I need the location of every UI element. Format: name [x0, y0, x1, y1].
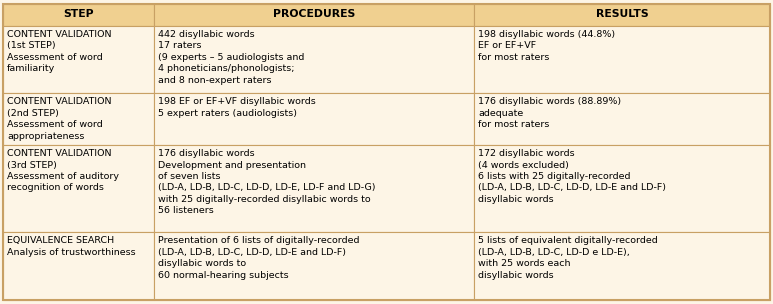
Text: STEP: STEP [63, 9, 94, 19]
Bar [3, 145, 154, 232]
Text: 442 disyllabic words
17 raters
(9 experts – 5 audiologists and
4 phoneticians/ph: 442 disyllabic words 17 raters (9 expert… [158, 30, 305, 85]
Text: CONTENT VALIDATION
(3rd STEP)
Assessment of auditory
recognition of words: CONTENT VALIDATION (3rd STEP) Assessment… [7, 149, 119, 192]
Text: 176 disyllabic words (88.89%)
adequate
for most raters: 176 disyllabic words (88.89%) adequate f… [478, 98, 621, 130]
Text: Presentation of 6 lists of digitally-recorded
(LD-A, LD-B, LD-C, LD-D, LD-E and : Presentation of 6 lists of digitally-rec… [158, 237, 359, 280]
Text: 176 disyllabic words
Development and presentation
of seven lists
(LD-A, LD-B, LD: 176 disyllabic words Development and pre… [158, 149, 376, 215]
Text: CONTENT VALIDATION
(1st STEP)
Assessment of word
familiarity: CONTENT VALIDATION (1st STEP) Assessment… [7, 30, 111, 73]
Bar [154, 232, 475, 300]
Text: 198 disyllabic words (44.8%)
EF or EF+VF
for most raters: 198 disyllabic words (44.8%) EF or EF+VF… [478, 30, 615, 62]
Bar [3, 232, 154, 300]
Text: EQUIVALENCE SEARCH
Analysis of trustworthiness: EQUIVALENCE SEARCH Analysis of trustwort… [7, 237, 135, 257]
Text: CONTENT VALIDATION
(2nd STEP)
Assessment of word
appropriateness: CONTENT VALIDATION (2nd STEP) Assessment… [7, 98, 111, 141]
Bar [3, 93, 154, 145]
Bar [154, 26, 475, 93]
Bar [475, 232, 770, 300]
Bar [475, 26, 770, 93]
Text: RESULTS: RESULTS [596, 9, 649, 19]
Text: 198 EF or EF+VF disyllabic words
5 expert raters (audiologists): 198 EF or EF+VF disyllabic words 5 exper… [158, 98, 315, 118]
Text: 5 lists of equivalent digitally-recorded
(LD-A, LD-B, LD-C, LD-D e LD-E),
with 2: 5 lists of equivalent digitally-recorded… [478, 237, 658, 280]
Bar [475, 4, 770, 26]
Bar [154, 93, 475, 145]
Bar [475, 93, 770, 145]
Text: 172 disyllabic words
(4 words excluded)
6 lists with 25 digitally-recorded
(LD-A: 172 disyllabic words (4 words excluded) … [478, 149, 666, 204]
Text: PROCEDURES: PROCEDURES [273, 9, 355, 19]
Bar [3, 4, 154, 26]
Bar [475, 145, 770, 232]
Bar [154, 4, 475, 26]
Bar [3, 26, 154, 93]
Bar [154, 145, 475, 232]
